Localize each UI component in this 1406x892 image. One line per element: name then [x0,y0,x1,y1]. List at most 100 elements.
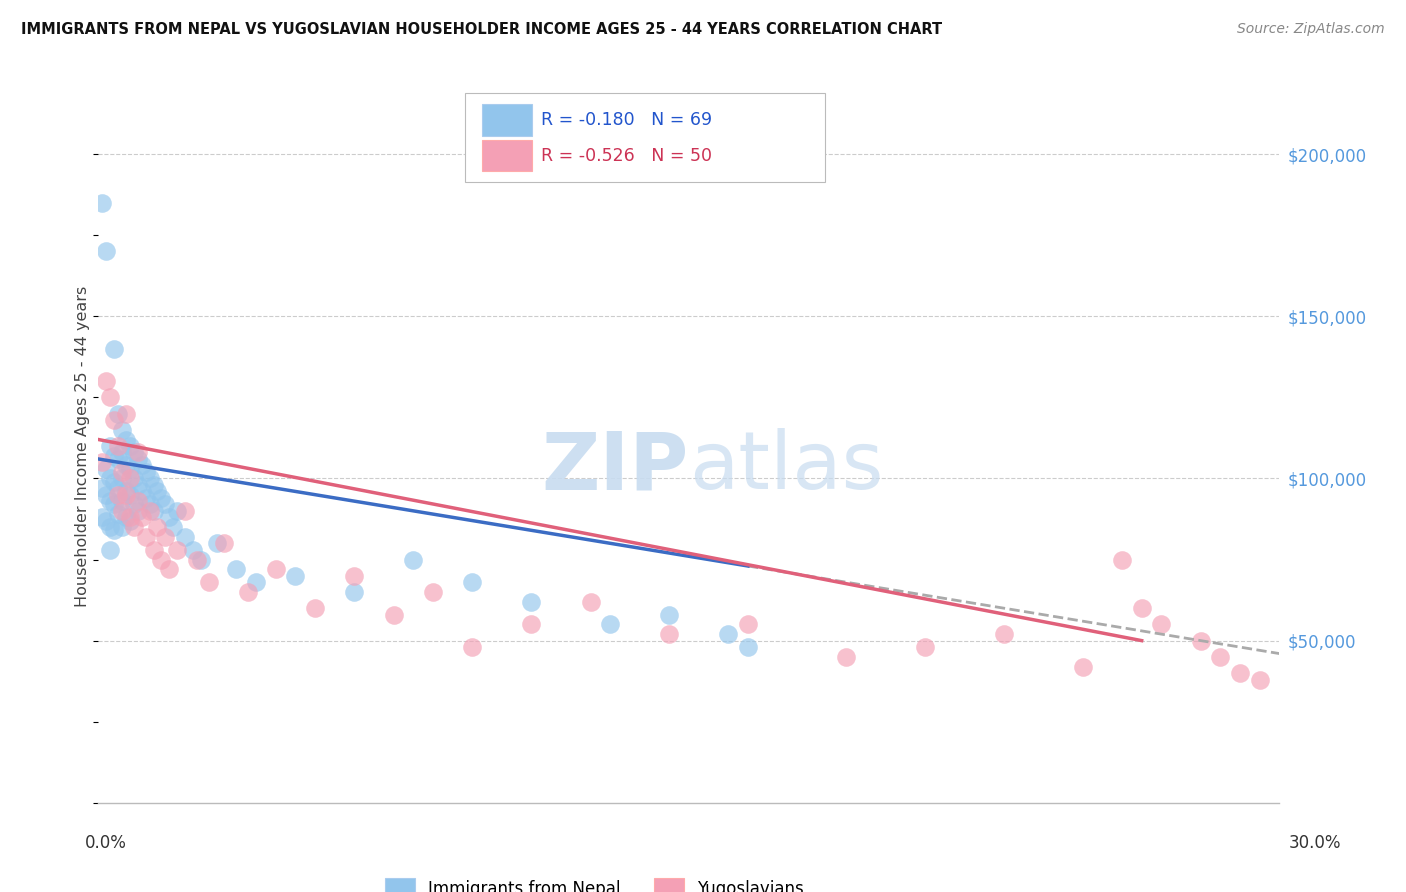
Text: IMMIGRANTS FROM NEPAL VS YUGOSLAVIAN HOUSEHOLDER INCOME AGES 25 - 44 YEARS CORRE: IMMIGRANTS FROM NEPAL VS YUGOSLAVIAN HOU… [21,22,942,37]
Point [422,585,444,599]
FancyBboxPatch shape [482,140,531,171]
Point [135,491,157,505]
Point [579,595,602,609]
Point [131,458,153,473]
FancyBboxPatch shape [464,93,825,182]
Point [461,575,484,590]
Point [186,552,208,566]
Point [98,439,121,453]
Point [142,504,165,518]
Point [138,497,160,511]
Point [520,595,543,609]
Point [111,445,134,459]
Point [96,461,118,475]
Point [118,510,141,524]
Point [1071,659,1094,673]
Point [155,497,177,511]
Point [1150,617,1173,632]
Point [146,520,169,534]
Point [658,627,681,641]
Text: 0.0%: 0.0% [84,834,127,852]
Point [115,458,138,473]
Point [131,484,153,499]
Point [599,617,621,632]
Point [103,342,125,356]
Point [138,471,160,485]
Point [98,390,121,404]
Legend: Immigrants from Nepal, Yugoslavians: Immigrants from Nepal, Yugoslavians [378,871,811,892]
Point [98,471,121,485]
Text: atlas: atlas [689,428,883,507]
Point [127,504,149,518]
Point [103,449,125,463]
Point [717,627,740,641]
Point [155,530,177,544]
Point [236,585,259,599]
Point [118,488,141,502]
Point [98,520,121,534]
Point [157,510,180,524]
Point [162,520,184,534]
Point [91,195,114,210]
Point [737,617,759,632]
Point [118,439,141,453]
Point [107,439,129,453]
Point [127,478,149,492]
Point [1249,673,1271,687]
Point [122,520,145,534]
Point [118,461,141,475]
Point [118,471,141,485]
Point [835,649,858,664]
Point [111,520,134,534]
Point [737,640,759,654]
Point [1189,633,1212,648]
Point [245,575,267,590]
Point [402,552,425,566]
Point [1209,649,1232,664]
Point [150,491,173,505]
Point [127,494,149,508]
Text: Source: ZipAtlas.com: Source: ZipAtlas.com [1237,22,1385,37]
Point [107,452,129,467]
Point [96,488,118,502]
Point [91,455,114,469]
Point [146,484,169,499]
Point [658,607,681,622]
Point [131,510,153,524]
Point [1229,666,1251,681]
Point [96,374,118,388]
Point [115,510,138,524]
Y-axis label: Householder Income Ages 25 - 44 years: Householder Income Ages 25 - 44 years [75,285,90,607]
Point [96,244,118,259]
Point [304,601,326,615]
Point [157,562,180,576]
Point [111,465,134,479]
Point [115,488,138,502]
Point [103,497,125,511]
Point [138,504,160,518]
Point [122,497,145,511]
Text: ZIP: ZIP [541,428,689,507]
Point [107,481,129,495]
Point [103,413,125,427]
Point [135,530,157,544]
Point [107,407,129,421]
Point [343,568,366,582]
Point [382,607,405,622]
Point [135,465,157,479]
Point [107,507,129,521]
Point [98,494,121,508]
Point [214,536,236,550]
Point [197,575,219,590]
Point [98,542,121,557]
Point [122,445,145,459]
Point [115,407,138,421]
Point [914,640,936,654]
Point [205,536,228,550]
Point [520,617,543,632]
Point [264,562,287,576]
Point [111,504,134,518]
Point [118,514,141,528]
Point [127,452,149,467]
Point [181,542,204,557]
